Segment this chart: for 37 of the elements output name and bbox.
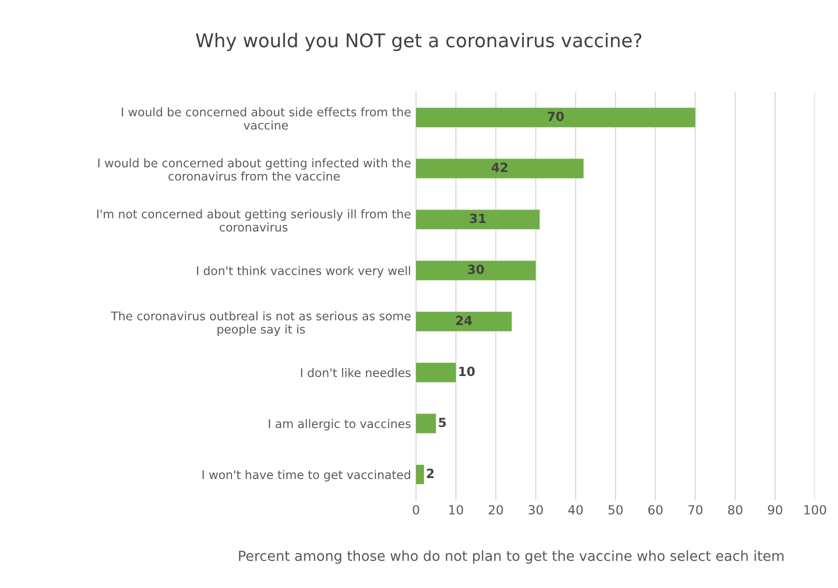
y-tick-label: I don't think vaccines work very well	[197, 266, 410, 278]
data-label: 10	[459, 366, 475, 376]
data-label: 70	[548, 112, 564, 122]
x-tick-label: 30	[528, 505, 543, 515]
data-label: 30	[468, 264, 484, 274]
x-tick-label: 90	[768, 505, 782, 515]
x-tick-label: 40	[568, 505, 583, 515]
y-tick-label: I would be concerned about side effects from the vaccine	[122, 107, 411, 130]
bar	[416, 260, 536, 280]
y-tick-label: The coronavirus outbreal is not as serious as some people say it is	[110, 311, 411, 336]
x-tick-label: 100	[804, 505, 826, 515]
x-tick-label: 60	[648, 505, 663, 515]
x-tick-label: 10	[449, 505, 464, 515]
y-tick-label: I'm not concerned about getting seriously ill from the coronavirus	[97, 209, 411, 232]
x-axis-title: Percent among those who do not plan to get the vaccine who select each item	[239, 550, 784, 564]
data-label: 31	[470, 214, 486, 224]
bar	[416, 210, 540, 230]
bar	[416, 312, 512, 332]
data-label: 5	[438, 418, 446, 428]
x-tick-label: 20	[488, 505, 503, 515]
data-label: 24	[456, 316, 472, 325]
y-tick-label: I am allergic to vaccines	[268, 419, 411, 430]
x-tick-label: 50	[608, 505, 623, 515]
y-tick-label: I don't like needles	[301, 368, 411, 378]
data-label: 2	[426, 468, 434, 478]
bar	[416, 414, 436, 434]
bar	[416, 158, 584, 178]
chart-title: Why would you NOT get a coronavirus vaccine?	[196, 32, 642, 52]
y-tick-label: I would be concerned about getting infected with the coronavirus from the vaccine	[98, 158, 411, 181]
bar	[416, 362, 456, 382]
x-tick-label: 80	[728, 505, 742, 515]
y-tick-label: I won't have time to get vaccinated	[202, 470, 410, 482]
bar	[416, 464, 424, 484]
bar	[416, 108, 696, 128]
x-tick-label: 70	[688, 505, 702, 515]
data-label: 42	[492, 162, 508, 172]
x-tick-label: 0	[412, 505, 420, 515]
